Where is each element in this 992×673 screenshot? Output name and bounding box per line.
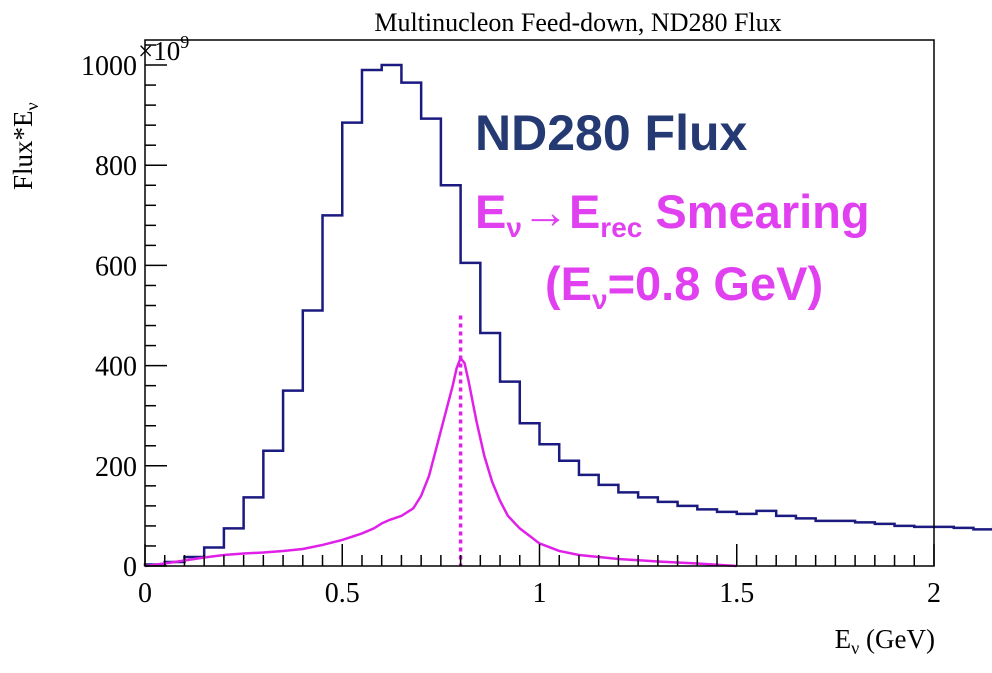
x-tick-label: 0 (138, 578, 152, 609)
smearing-curve (144, 355, 737, 568)
energy-sub: ν (592, 284, 608, 315)
y-axis-label-main: Flux*E (8, 110, 38, 190)
smear-sub2: rec (600, 212, 642, 243)
annotation-flux: ND280 Flux (475, 105, 748, 161)
x-axis-label-unit: (GeV) (859, 624, 935, 654)
series-layer (143, 63, 992, 568)
y-multiplier: ×109 (138, 32, 189, 66)
x-tick-label: 1 (533, 578, 547, 609)
y-tick-label: 1000 (81, 51, 137, 82)
y-tick-label: 200 (95, 452, 137, 483)
x-tick-label: 0.5 (325, 578, 360, 609)
smear-e2: E (569, 185, 600, 238)
y-tick-label: 0 (123, 552, 137, 583)
y-multiplier-base: ×10 (138, 36, 180, 66)
x-tick-label: 2 (927, 578, 941, 609)
y-axis-label-sub: ν (22, 102, 42, 110)
y-tick-label: 800 (95, 151, 137, 182)
smear-sub1: ν (506, 212, 522, 243)
y-multiplier-exponent: 9 (180, 32, 189, 52)
smear-arrow: → (522, 185, 569, 238)
energy-value: =0.8 GeV) (608, 257, 824, 310)
y-axis-label: Flux*Eν (8, 102, 42, 190)
y-tick-label: 400 (95, 352, 137, 383)
x-tick-label: 1.5 (719, 578, 754, 609)
annotation-energy: (Eν=0.8 GeV) (545, 257, 823, 315)
x-axis-label-main: E (835, 624, 852, 654)
y-tick-label: 600 (95, 251, 137, 282)
smear-e1: E (475, 185, 506, 238)
chart-title: Multinucleon Feed-down, ND280 Flux (374, 8, 781, 37)
x-axis-label: Eν (GeV) (835, 624, 935, 658)
x-axis-label-sub: ν (851, 638, 859, 658)
axes-layer: 0 0.5 1 1.5 2 0 200 400 600 800 1000 (81, 44, 941, 609)
flux-histogram (143, 63, 992, 566)
smear-word: Smearing (642, 185, 869, 238)
annotation-smearing: Eν→Erec Smearing (475, 185, 870, 243)
energy-open: (E (545, 257, 592, 310)
